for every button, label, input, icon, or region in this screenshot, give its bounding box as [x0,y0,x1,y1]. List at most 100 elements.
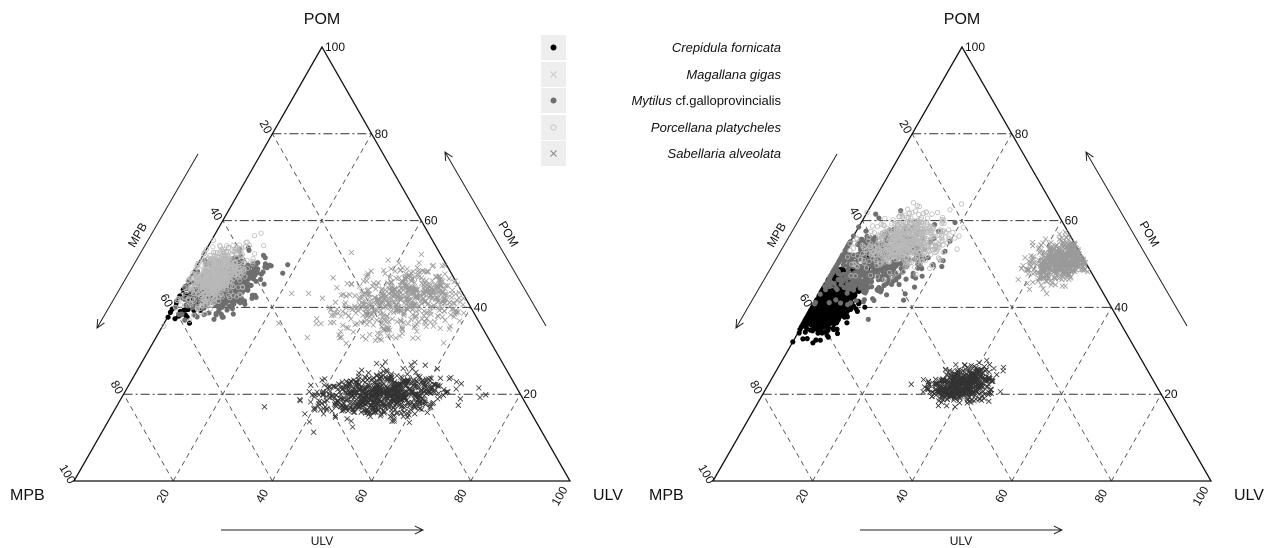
data-point [194,280,200,287]
data-point [249,295,255,301]
data-point [345,395,352,402]
data-point [377,330,384,337]
data-point [349,424,356,430]
data-point [280,270,286,276]
data-point [408,303,415,310]
data-point [218,311,224,317]
data-point [362,379,368,385]
data-point [370,280,377,287]
data-point [227,278,233,284]
data-point [813,337,819,343]
data-point [214,250,220,256]
data-point [371,375,377,381]
data-point [310,429,317,435]
data-point [834,261,841,267]
data-point [910,270,916,276]
data-point [397,333,403,339]
data-point [414,328,420,335]
data-point [924,215,931,221]
data-point [427,291,434,298]
data-point [419,316,425,322]
data-point [228,267,235,273]
ulv-tick-label: 100 [548,484,570,509]
data-point [822,329,829,335]
data-point [207,273,213,280]
data-point [432,284,438,290]
data-point [1022,254,1028,261]
data-point [869,223,876,229]
data-point [200,280,206,286]
data-point [388,295,394,301]
data-point [952,219,958,226]
data-point [442,317,448,323]
data-point [302,411,308,417]
data-point [195,276,201,282]
data-point [211,280,217,286]
data-point [460,295,467,302]
data-point [1056,231,1063,237]
data-point [340,291,346,298]
data-point [434,313,441,319]
data-point [355,304,361,311]
data-point [361,319,368,325]
data-point [185,287,191,293]
data-point [824,309,830,315]
data-point [378,337,385,343]
corner-label-left: MPB [10,487,45,504]
ulv-gridline [272,220,422,482]
data-point [439,290,445,296]
data-point [802,329,808,335]
data-point [352,321,358,328]
data-point [884,292,890,298]
data-point [387,274,393,281]
data-point [217,279,223,285]
data-point [862,304,868,310]
data-point [203,263,209,270]
data-point [389,299,396,306]
data-point [188,302,194,308]
data-point [1043,290,1050,297]
data-point [838,282,844,288]
data-point [349,307,355,313]
data-point [348,280,355,287]
data-point [943,403,950,409]
data-point [219,286,225,292]
data-point [859,236,865,243]
data-point [835,277,841,283]
data-point [358,409,364,415]
data-point [378,411,384,417]
data-point [911,284,918,290]
data-point [952,404,958,410]
data-point [320,390,326,396]
data-point [952,235,958,241]
data-point [397,317,404,324]
data-point [370,307,377,313]
data-point [374,317,380,323]
data-point [392,292,398,298]
data-point [840,252,846,258]
data-point [374,282,380,289]
data-point [934,209,941,216]
data-point [329,408,335,414]
data-point [401,312,407,319]
data-point [409,311,416,318]
data-point [225,258,231,264]
data-point [845,286,851,292]
data-point [205,300,211,306]
data-point [345,313,352,319]
data-point [416,307,422,314]
data-point [910,200,917,206]
data-point [803,315,810,321]
ulv-tick-label: 20 [153,486,172,505]
data-point [328,312,335,319]
data-point [224,270,231,276]
data-point [405,320,411,327]
data-point [242,301,248,307]
data-point [441,297,447,304]
data-point [409,366,416,372]
data-point [410,335,416,341]
data-point [406,419,413,426]
data-point [318,320,324,327]
ulv-tick-label: 60 [352,486,371,505]
data-point [477,394,483,401]
